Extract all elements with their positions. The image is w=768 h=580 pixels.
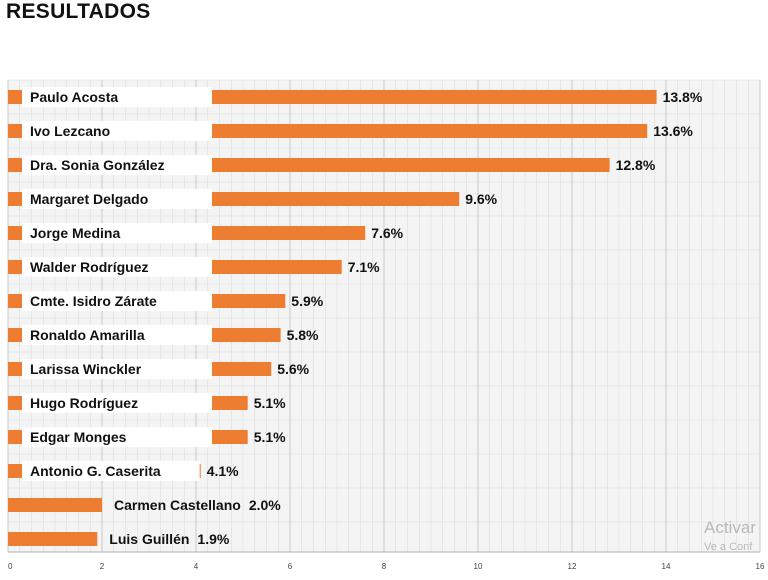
data-label: 12.8% [616,157,656,173]
category-label: Jorge Medina [30,225,120,241]
category-label-box [22,359,212,379]
data-label: 5.1% [254,429,286,445]
data-label: 4.1% [207,463,239,479]
bar [8,498,102,512]
category-label-box [22,223,212,243]
category-label-box [22,427,212,447]
data-label: 5.1% [254,395,286,411]
category-label: Margaret Delgado [30,191,148,207]
x-tick-label: 14 [662,562,671,571]
category-label: Ronaldo Amarilla [30,327,145,343]
category-label: Walder Rodríguez [30,259,149,275]
category-label-box [22,121,212,141]
x-tick-label: 6 [288,562,293,571]
x-tick-label: 16 [756,562,765,571]
category-label-box [22,461,200,481]
x-tick-label: 10 [474,562,483,571]
category-label-box [22,155,212,175]
category-label: Edgar Monges [30,429,127,445]
category-label: Luis Guillén [109,531,189,547]
category-label: Carmen Castellano [114,497,241,513]
category-label: Larissa Winckler [30,361,142,377]
category-label-box [22,189,212,209]
x-tick-label: 8 [382,562,387,571]
category-label: Hugo Rodríguez [30,395,138,411]
data-label: 7.1% [348,259,380,275]
category-label: Antonio G. Caserita [30,463,161,479]
category-label: Cmte. Isidro Zárate [30,293,157,309]
category-label-box [22,393,212,413]
data-label: 5.8% [287,327,319,343]
data-label: 5.6% [277,361,309,377]
category-label-box [22,291,212,311]
category-label-box [22,87,212,107]
x-tick-label: 2 [100,562,105,571]
data-label: 13.6% [653,123,693,139]
chart-title: RESULTADOS [6,0,151,23]
watermark-line-1: Activar [704,518,756,537]
activation-watermark: Activar Ve a Conf [704,518,768,554]
category-label: Paulo Acosta [30,89,118,105]
x-tick-label: 4 [194,562,199,571]
watermark-line-2: Ve a Conf [704,541,753,553]
category-label-box [22,257,212,277]
data-label: 13.8% [663,89,703,105]
category-label-box [22,325,212,345]
data-label: 1.9% [197,531,229,547]
bar [8,532,98,546]
data-label: 2.0% [249,497,281,513]
category-label: Dra. Sonia González [30,157,165,173]
x-tick-label: 0 [8,562,13,571]
category-label: Ivo Lezcano [30,123,110,139]
data-label: 5.9% [291,293,323,309]
x-tick-label: 12 [568,562,577,571]
data-label: 7.6% [371,225,403,241]
data-label: 9.6% [465,191,497,207]
